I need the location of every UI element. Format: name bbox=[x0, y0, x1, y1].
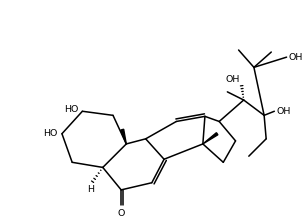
Text: H: H bbox=[87, 185, 94, 194]
Text: OH: OH bbox=[225, 75, 240, 84]
Text: HO: HO bbox=[44, 129, 58, 138]
Text: OH: OH bbox=[276, 107, 291, 116]
Text: HO: HO bbox=[64, 105, 78, 114]
Text: OH: OH bbox=[289, 53, 303, 62]
Text: O: O bbox=[118, 209, 125, 218]
Polygon shape bbox=[121, 129, 126, 144]
Polygon shape bbox=[203, 133, 218, 144]
